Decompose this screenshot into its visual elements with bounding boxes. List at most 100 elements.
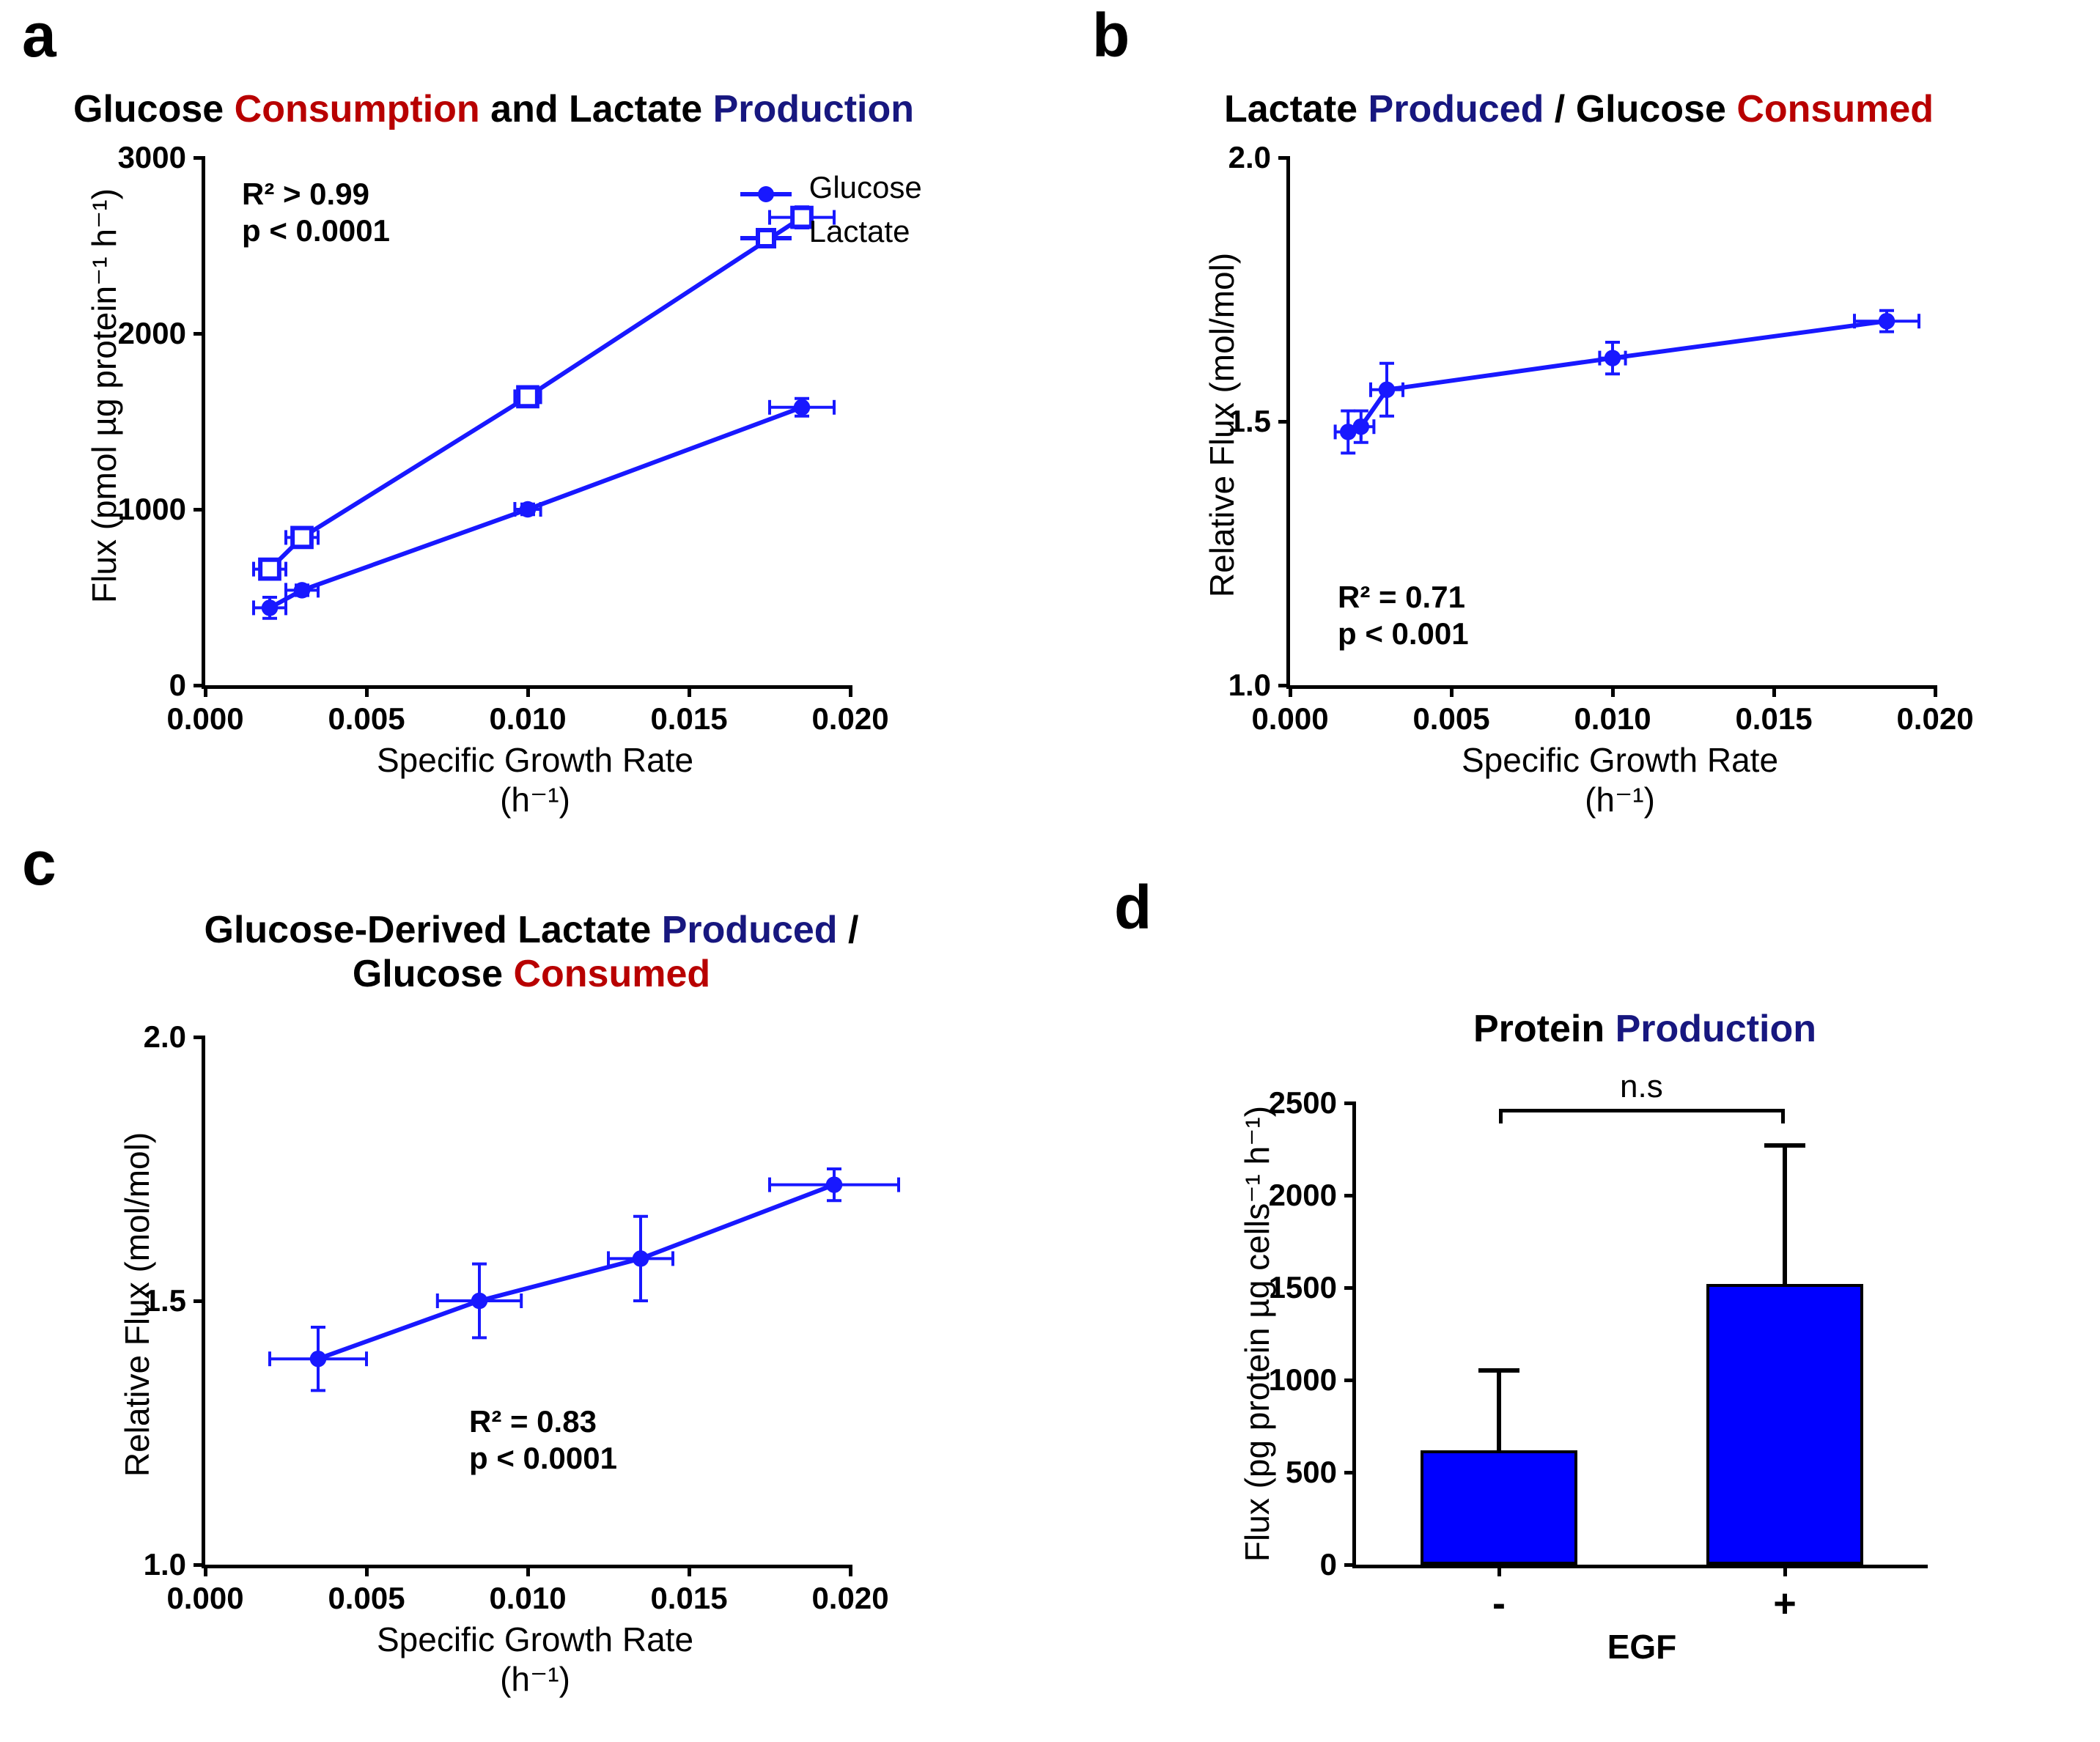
error-cap <box>1478 1368 1519 1373</box>
panel-a-title-seg-3: Production <box>713 88 914 130</box>
tick-label: 0.000 <box>1251 701 1328 737</box>
tick-label: 0.000 <box>166 701 243 737</box>
panel-a-anno-0: R² > 0.99 <box>242 176 390 213</box>
tick <box>1772 685 1776 697</box>
panel-b-title-seg-3: Consumed <box>1736 88 1934 130</box>
tick-label: 0.020 <box>1896 701 1973 737</box>
tick-label: 0 <box>98 668 186 703</box>
panel-c-anno-1: p < 0.0001 <box>469 1440 617 1477</box>
panel-a-legend-1-text: Lactate <box>809 214 910 248</box>
panel-d-letter: d <box>1114 872 1152 943</box>
tick <box>1344 1194 1356 1197</box>
panel-b-annotation: R² = 0.71 p < 0.001 <box>1338 579 1469 653</box>
panel-c-svg <box>205 1037 850 1565</box>
bar <box>1706 1284 1864 1565</box>
panel-a-title: Glucose Consumption and Lactate Producti… <box>73 88 914 132</box>
tick <box>365 1565 369 1576</box>
tick-label: 2.0 <box>1183 140 1271 175</box>
error-bar <box>1783 1145 1787 1284</box>
tick <box>194 1563 205 1567</box>
bracket <box>1499 1109 1503 1123</box>
tick <box>1934 685 1937 697</box>
panel-c-title-seg-1: Produced <box>662 909 838 951</box>
tick <box>1611 685 1615 697</box>
tick <box>1497 1565 1501 1576</box>
tick-label: 0.000 <box>166 1581 243 1616</box>
tick <box>1344 1563 1356 1567</box>
panel-c-letter: c <box>22 828 56 899</box>
tick <box>194 332 205 336</box>
tick <box>1278 684 1290 687</box>
panel-b-anno-1: p < 0.001 <box>1338 616 1469 652</box>
panel-d-title-seg-0: Protein <box>1473 1008 1615 1050</box>
tick-label: 1.0 <box>98 1547 186 1582</box>
tick-label: + <box>1773 1581 1797 1626</box>
panel-a-anno-1: p < 0.0001 <box>242 213 390 249</box>
figure-root: a Glucose Consumption and Lactate Produc… <box>0 0 2100 1742</box>
panel-c-title-seg-5: Consumed <box>513 953 710 995</box>
panel-c-plot <box>205 1037 850 1565</box>
panel-c-xlabel: Specific Growth Rate (h⁻¹) <box>352 1620 718 1699</box>
tick <box>526 685 530 697</box>
panel-c-title: Glucose-Derived Lactate Produced / Gluco… <box>180 909 883 997</box>
tick <box>688 1565 691 1576</box>
tick <box>194 684 205 687</box>
tick <box>688 685 691 697</box>
tick-label: 0.015 <box>650 1581 727 1616</box>
tick-label: 0.010 <box>1574 701 1651 737</box>
tick <box>1344 1286 1356 1290</box>
panel-a-legend-0: Glucose <box>740 176 913 211</box>
tick <box>849 1565 852 1576</box>
tick-label: 0.015 <box>650 701 727 737</box>
tick-label: 2.0 <box>98 1019 186 1055</box>
panel-a-letter: a <box>22 0 56 71</box>
panel-b-letter: b <box>1092 0 1130 71</box>
bracket <box>1499 1109 1785 1112</box>
panel-c-anno-0: R² = 0.83 <box>469 1403 617 1440</box>
tick-label: 0.005 <box>1412 701 1489 737</box>
tick <box>1344 1379 1356 1382</box>
panel-c-title-seg-2: / <box>838 909 859 951</box>
tick-label: 0.005 <box>328 701 405 737</box>
tick <box>194 508 205 512</box>
panel-b-xlabel: Specific Growth Rate (h⁻¹) <box>1437 740 1803 819</box>
error-bar <box>1497 1370 1501 1450</box>
panel-c-ylabel: Relative Flux (mol/mol) <box>117 1121 157 1488</box>
tick-label: 0.015 <box>1735 701 1812 737</box>
tick <box>194 156 205 160</box>
panel-a-annotation: R² > 0.99 p < 0.0001 <box>242 176 390 250</box>
panel-b-anno-0: R² = 0.71 <box>1338 579 1469 616</box>
tick-label: 0.020 <box>811 1581 888 1616</box>
bar <box>1421 1450 1578 1565</box>
tick <box>1783 1565 1787 1576</box>
panel-b-ylabel: Relative Flux (mol/mol) <box>1202 242 1242 608</box>
panel-b-title-seg-1: Produced <box>1368 88 1544 130</box>
panel-a-legend-1-swatch <box>740 227 792 249</box>
panel-d-ylabel: Flux (pg protein µg cells⁻¹ h⁻¹) <box>1237 1070 1277 1598</box>
tick-label: 0.010 <box>489 701 566 737</box>
panel-d-title: Protein Production <box>1473 1008 1816 1052</box>
panel-a-ylabel: Flux (pmol µg protein⁻¹ h⁻¹) <box>84 132 124 660</box>
panel-b-title: Lactate Produced / Glucose Consumed <box>1224 88 1934 132</box>
tick-label: 0.005 <box>328 1581 405 1616</box>
panel-a-legend-0-text: Glucose <box>809 170 922 204</box>
panel-d-x-axis <box>1356 1565 1928 1568</box>
panel-a-legend-0-swatch <box>740 183 792 205</box>
panel-d-y-axis <box>1352 1103 1356 1568</box>
tick <box>849 685 852 697</box>
tick <box>1344 1471 1356 1475</box>
tick-label: 0.020 <box>811 701 888 737</box>
tick <box>526 1565 530 1576</box>
panel-d-xlabel: EGF <box>1569 1627 1715 1667</box>
tick-label: 1.0 <box>1183 668 1271 703</box>
tick <box>194 1299 205 1303</box>
panel-a-xlabel: Specific Growth Rate (h⁻¹) <box>352 740 718 819</box>
tick <box>1278 156 1290 160</box>
panel-a-legend-1: Lactate <box>740 220 901 255</box>
panel-a-y-axis <box>202 158 205 689</box>
panel-a-title-seg-0: Glucose <box>73 88 235 130</box>
panel-c-title-seg-4: Glucose <box>353 953 514 995</box>
panel-c-annotation: R² = 0.83 p < 0.0001 <box>469 1403 617 1477</box>
error-cap <box>1764 1143 1805 1148</box>
tick <box>194 1036 205 1039</box>
